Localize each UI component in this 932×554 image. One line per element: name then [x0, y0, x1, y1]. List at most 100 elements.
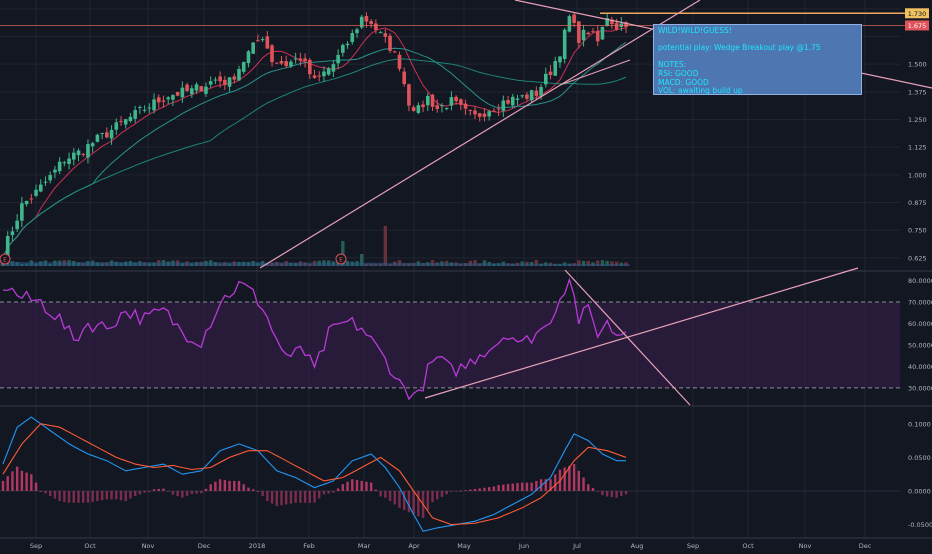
macd-histogram-bar	[72, 490, 75, 503]
candle-body	[595, 31, 600, 42]
macd-histogram-bar	[49, 490, 52, 497]
candle-body	[142, 109, 147, 111]
macd-histogram-bar	[624, 490, 628, 495]
candle-body	[185, 84, 189, 91]
candle-body	[510, 96, 515, 106]
candle-body	[463, 103, 468, 109]
candle-body	[303, 58, 307, 62]
macd-histogram-bar	[242, 484, 245, 491]
candle-body	[544, 73, 548, 85]
candle-body	[388, 35, 392, 51]
macd-histogram-bar	[6, 476, 9, 491]
candle-body	[161, 100, 166, 102]
rsi-band	[0, 302, 900, 388]
candle-body	[421, 104, 425, 108]
candle-body	[218, 76, 222, 82]
macd-histogram-bar	[554, 474, 557, 491]
macd-histogram-bar	[251, 489, 255, 491]
macd-histogram-bar	[615, 490, 618, 498]
candle-body	[213, 79, 218, 81]
candle-body	[237, 68, 241, 81]
x-tick-label: Mar	[358, 542, 371, 550]
candle-body	[312, 75, 317, 78]
macd-histogram-bar	[398, 490, 401, 508]
candle-body	[232, 76, 237, 80]
macd-histogram-bar	[346, 481, 349, 491]
annotation-note: RSI: GOOD	[658, 68, 699, 78]
candle-body	[105, 132, 109, 138]
rsi-resistance-trendline	[564, 269, 691, 406]
candle-body	[567, 16, 572, 32]
macd-histogram-bar	[275, 490, 278, 507]
candle-body	[520, 95, 524, 97]
candle-body	[482, 113, 487, 117]
macd-histogram-bar	[289, 490, 293, 504]
volume-bar	[614, 261, 619, 266]
macd-histogram-bar	[30, 474, 33, 491]
macd-histogram-bar	[110, 490, 113, 500]
candle-body	[147, 107, 152, 109]
macd-histogram-bar	[58, 490, 61, 502]
candle-body	[624, 22, 628, 28]
candle-body	[440, 105, 444, 107]
macd-tick-label: 0.0000	[908, 487, 931, 495]
x-tick-label: Jul	[572, 542, 581, 550]
macd-histogram-bar	[176, 490, 179, 497]
macd-histogram-bar	[379, 490, 382, 497]
price-tick-label: 1.250	[908, 116, 927, 124]
macd-histogram-bar	[445, 490, 448, 495]
candle-body	[402, 71, 406, 85]
candle-body	[53, 169, 57, 173]
macd-tick-label: -0.0500	[908, 521, 932, 529]
candle-body	[246, 51, 251, 64]
macd-histogram-bar	[44, 490, 47, 494]
candle-body	[331, 64, 336, 72]
candle-body	[336, 54, 340, 64]
earnings-marker	[0, 253, 11, 265]
macd-line	[2, 416, 626, 532]
candle-body	[317, 75, 322, 77]
moving-average-fast	[2, 27, 627, 258]
macd-histogram-bar	[568, 465, 571, 491]
candle-body	[586, 32, 591, 35]
volume-bar	[341, 241, 345, 266]
x-tick-label: Sep	[687, 542, 699, 550]
candle-body	[581, 29, 586, 41]
rsi-tick-label: 40.0000	[908, 363, 932, 371]
earnings-marker-label: E	[3, 257, 7, 264]
macd-histogram-bar	[327, 490, 330, 494]
candle-body	[180, 87, 185, 98]
candle-body	[610, 19, 614, 25]
macd-histogram-bar	[544, 479, 547, 491]
candle-body	[392, 51, 397, 53]
candle-body	[5, 236, 10, 258]
macd-histogram-bar	[341, 484, 345, 491]
candle-body	[355, 29, 359, 34]
macd-histogram-bar	[233, 480, 236, 491]
macd-histogram-bar	[360, 480, 363, 491]
volume-average-area	[0, 262, 630, 266]
macd-histogram-bar	[436, 490, 439, 500]
candle-body	[114, 122, 119, 130]
price-tick-label: 1.375	[908, 88, 927, 96]
candle-body	[43, 181, 48, 183]
macd-histogram-bar	[525, 482, 529, 491]
macd-histogram-bar	[34, 482, 38, 491]
macd-histogram-bar	[138, 490, 142, 495]
candle-body	[539, 86, 543, 96]
x-tick-label: Aug	[631, 542, 644, 550]
macd-histogram-bar	[582, 477, 585, 491]
macd-histogram-bar	[285, 490, 288, 505]
candle-body	[359, 16, 364, 28]
candle-body	[426, 95, 430, 106]
macd-histogram-bar	[167, 490, 170, 492]
macd-histogram-bar	[200, 490, 203, 494]
macd-histogram-bar	[469, 489, 472, 491]
annotation-box[interactable]: WILD!WILD!GUESS! potential play: Wedge B…	[653, 24, 862, 95]
wedge-lower-line	[559, 59, 631, 86]
candle-body	[525, 94, 529, 99]
candle-body	[260, 39, 265, 41]
candle-body	[90, 143, 95, 147]
candle-body	[492, 110, 496, 112]
macd-histogram-bar	[388, 490, 392, 502]
